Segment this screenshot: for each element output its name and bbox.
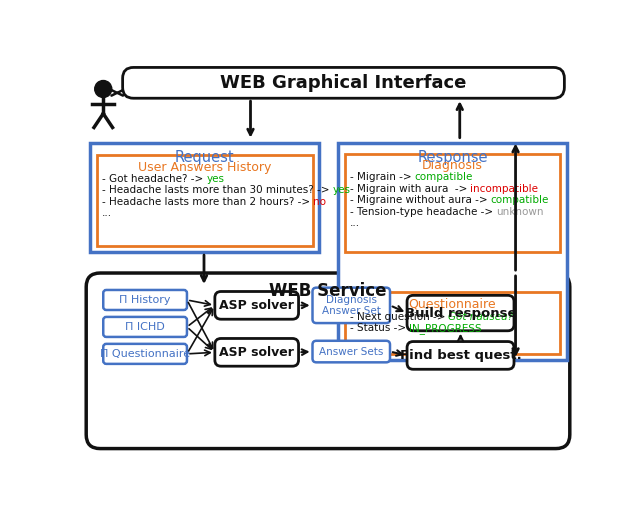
Text: Answer Sets: Answer Sets xyxy=(319,346,383,357)
FancyBboxPatch shape xyxy=(86,273,570,449)
Text: - Next question ->: - Next question -> xyxy=(349,312,449,322)
Text: ...: ... xyxy=(349,218,360,229)
Text: Π History: Π History xyxy=(119,295,171,305)
Text: ...: ... xyxy=(102,208,112,218)
Text: Answer Set: Answer Set xyxy=(322,306,381,316)
Text: User Answers History: User Answers History xyxy=(138,161,271,174)
Text: yes: yes xyxy=(332,185,351,195)
Text: - Headache lasts more than 2 hours? ->: - Headache lasts more than 2 hours? -> xyxy=(102,197,313,207)
Text: - Migraine without aura ->: - Migraine without aura -> xyxy=(349,195,491,205)
Bar xyxy=(338,143,566,360)
Text: - Status ->: - Status -> xyxy=(349,323,409,333)
Text: - Got headache? ->: - Got headache? -> xyxy=(102,174,206,184)
Text: Response: Response xyxy=(417,150,488,165)
Text: WEB Graphical Interface: WEB Graphical Interface xyxy=(220,74,467,92)
FancyBboxPatch shape xyxy=(407,342,514,369)
Text: Find best quest.: Find best quest. xyxy=(399,349,522,362)
Text: ASP solver: ASP solver xyxy=(220,346,294,359)
Bar xyxy=(97,155,312,246)
Text: WEB Service: WEB Service xyxy=(269,282,387,300)
Text: compatible: compatible xyxy=(415,172,473,182)
FancyBboxPatch shape xyxy=(312,341,390,362)
FancyBboxPatch shape xyxy=(215,292,298,319)
Text: ASP solver: ASP solver xyxy=(220,299,294,312)
FancyBboxPatch shape xyxy=(103,344,187,364)
Text: no: no xyxy=(313,197,326,207)
Bar xyxy=(90,143,319,252)
Text: Diagnosis: Diagnosis xyxy=(422,159,483,172)
Text: - Headache lasts more than 30 minutes? ->: - Headache lasts more than 30 minutes? -… xyxy=(102,185,332,195)
Text: Π ICHD: Π ICHD xyxy=(125,322,165,332)
Text: Got nausea?: Got nausea? xyxy=(449,312,513,322)
Text: - Tension-type headache ->: - Tension-type headache -> xyxy=(349,207,496,217)
FancyBboxPatch shape xyxy=(103,290,187,310)
FancyBboxPatch shape xyxy=(215,339,298,366)
FancyBboxPatch shape xyxy=(407,295,514,331)
Text: yes: yes xyxy=(206,174,224,184)
Text: incompatible: incompatible xyxy=(470,184,538,194)
Text: Π Questionnaire: Π Questionnaire xyxy=(100,349,190,359)
Text: - Migrain with aura  ->: - Migrain with aura -> xyxy=(349,184,470,194)
FancyBboxPatch shape xyxy=(103,317,187,337)
FancyBboxPatch shape xyxy=(123,67,564,98)
Text: unknown: unknown xyxy=(496,207,543,217)
Bar xyxy=(345,292,560,354)
Text: - Migrain ->: - Migrain -> xyxy=(349,172,415,182)
Text: Questionnaire: Questionnaire xyxy=(408,298,496,311)
Circle shape xyxy=(95,81,112,98)
Text: Diagnosis: Diagnosis xyxy=(326,295,377,305)
FancyBboxPatch shape xyxy=(312,287,390,323)
Bar xyxy=(345,154,560,252)
Text: Request: Request xyxy=(175,150,235,165)
Text: IN_PROGRESS: IN_PROGRESS xyxy=(409,323,482,334)
Text: Build response: Build response xyxy=(404,307,516,320)
Text: compatible: compatible xyxy=(491,195,549,205)
